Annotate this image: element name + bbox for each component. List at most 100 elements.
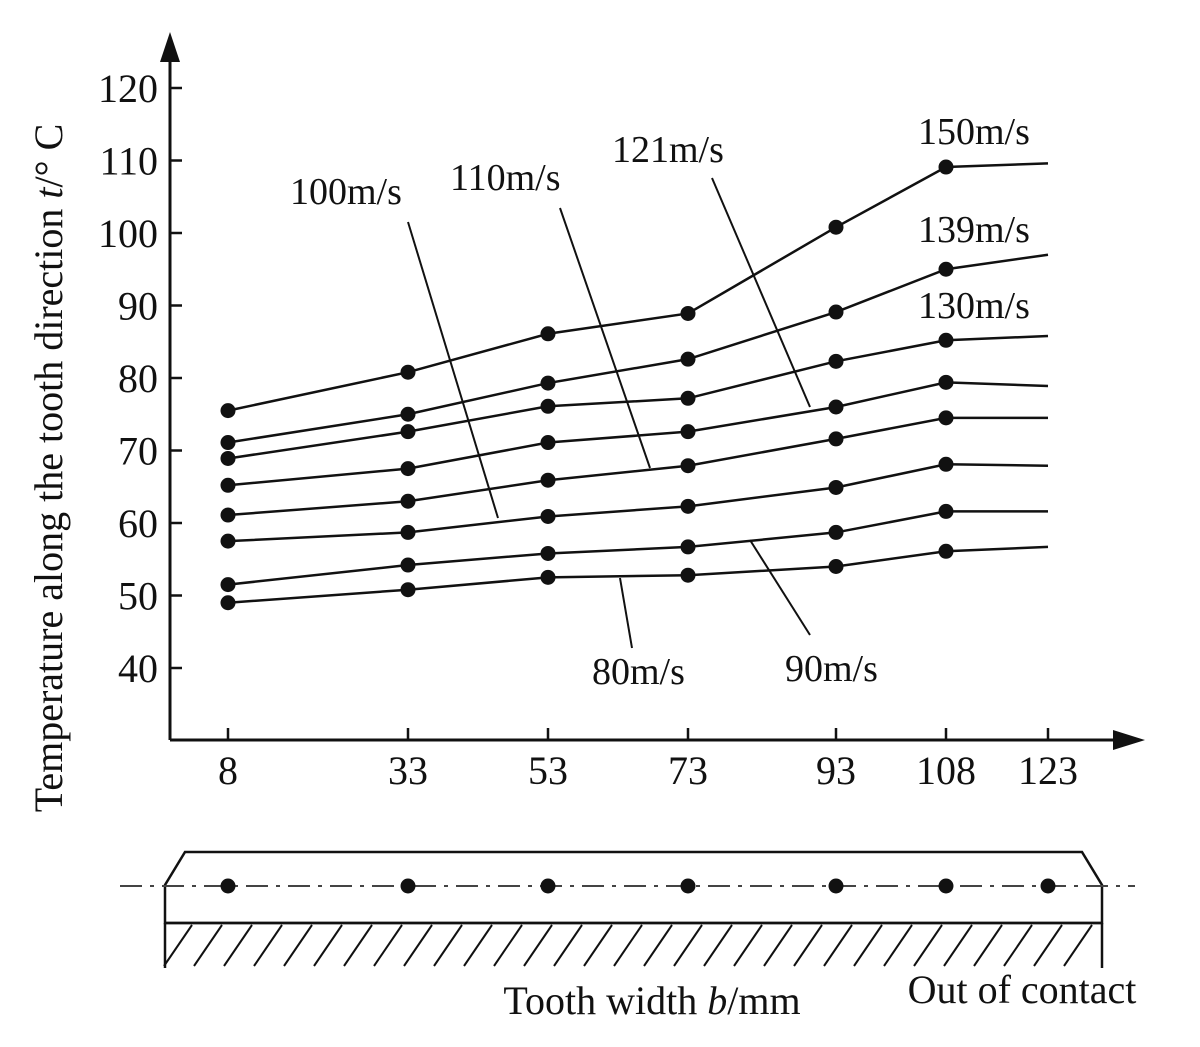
data-point bbox=[680, 305, 696, 321]
series-line bbox=[227, 510, 1048, 586]
series-label: 100m/s bbox=[290, 171, 402, 213]
hatch-line bbox=[973, 924, 1003, 967]
hatch-line bbox=[1003, 924, 1033, 967]
hatch-line bbox=[673, 924, 703, 967]
y-axis-arrow-icon bbox=[160, 32, 180, 62]
hatch-line bbox=[853, 924, 883, 967]
series-80m/s bbox=[220, 543, 1049, 611]
data-point bbox=[400, 524, 416, 540]
series-label: 110m/s bbox=[450, 157, 561, 199]
data-point bbox=[540, 508, 556, 524]
data-point bbox=[828, 219, 844, 235]
data-point bbox=[828, 479, 844, 495]
measurement-point bbox=[680, 878, 696, 894]
series-line bbox=[227, 253, 1049, 444]
data-point bbox=[400, 493, 416, 509]
series-90m/s bbox=[220, 503, 1048, 593]
data-point bbox=[680, 539, 696, 555]
y-axis-title: Temperature along the tooth direction t/… bbox=[26, 124, 71, 813]
hatch-line bbox=[733, 924, 763, 967]
hatch-line bbox=[793, 924, 823, 967]
data-point bbox=[938, 543, 954, 559]
data-point bbox=[540, 545, 556, 561]
hatch-line bbox=[223, 924, 253, 967]
out-of-contact-label: Out of contact bbox=[908, 967, 1137, 1012]
x-ticks: 8 33 53 73 93 108 123 bbox=[218, 728, 1078, 793]
hatch-line bbox=[283, 924, 313, 967]
hatch-line bbox=[343, 924, 373, 967]
series-139m/s bbox=[220, 253, 1049, 451]
x-tick-label: 123 bbox=[1018, 748, 1078, 793]
data-point bbox=[220, 507, 236, 523]
x-tick-label: 8 bbox=[218, 748, 238, 793]
x-axis-title-main: Tooth width bbox=[503, 978, 707, 1023]
data-point bbox=[220, 477, 236, 493]
x-axis-title-unit: /mm bbox=[727, 978, 800, 1023]
data-point bbox=[680, 458, 696, 474]
data-point bbox=[828, 399, 844, 415]
data-point bbox=[400, 406, 416, 422]
x-axis-title: Tooth width b/mm bbox=[503, 978, 800, 1023]
y-tick-label: 100 bbox=[98, 211, 158, 256]
y-axis-title-variable: t bbox=[26, 187, 71, 199]
hatch-line bbox=[373, 924, 403, 967]
x-tick-label: 53 bbox=[528, 748, 568, 793]
hatch-line bbox=[193, 924, 223, 967]
data-point bbox=[540, 569, 556, 585]
data-point bbox=[938, 159, 954, 175]
hatch-line bbox=[1063, 924, 1093, 967]
data-point bbox=[400, 424, 416, 440]
data-point bbox=[828, 524, 844, 540]
series-130m/s bbox=[220, 332, 1049, 466]
axes bbox=[168, 60, 1120, 742]
series-label: 139m/s bbox=[918, 209, 1030, 251]
hatch-line bbox=[883, 924, 913, 967]
y-tick-label: 60 bbox=[118, 501, 158, 546]
x-tick-label: 108 bbox=[916, 748, 976, 793]
series-label: 80m/s bbox=[592, 651, 685, 693]
y-tick-label: 70 bbox=[118, 429, 158, 474]
series-label: 90m/s bbox=[785, 648, 878, 690]
hatch-line bbox=[763, 924, 793, 967]
data-point bbox=[828, 559, 844, 574]
tooth-outline bbox=[163, 850, 1104, 925]
data-point bbox=[400, 461, 416, 477]
hatch-line bbox=[493, 924, 523, 967]
y-axis-title-unit: /° C bbox=[26, 124, 71, 188]
hatch-line bbox=[163, 924, 193, 967]
series-line bbox=[227, 545, 1049, 604]
tooth-hatching bbox=[163, 924, 1093, 967]
leader-lines bbox=[407, 177, 811, 649]
data-point bbox=[938, 332, 954, 348]
hatch-line bbox=[703, 924, 733, 967]
data-point bbox=[540, 375, 556, 391]
data-point bbox=[938, 456, 954, 472]
data-point bbox=[680, 567, 696, 583]
hatch-line bbox=[463, 924, 493, 967]
x-axis-title-variable: b bbox=[707, 978, 727, 1023]
leader-line bbox=[711, 177, 811, 408]
series-100m/s bbox=[220, 456, 1049, 549]
data-point bbox=[540, 398, 556, 414]
series-121m/s bbox=[220, 374, 1049, 493]
y-tick-label: 90 bbox=[118, 284, 158, 329]
data-point bbox=[680, 390, 696, 406]
data-point bbox=[828, 304, 844, 320]
data-point bbox=[220, 577, 236, 593]
hatch-line bbox=[433, 924, 463, 967]
y-axis-title-main: Temperature along the tooth direction bbox=[26, 199, 71, 813]
data-point bbox=[828, 431, 844, 447]
series-lines bbox=[220, 159, 1049, 611]
hatch-line bbox=[823, 924, 853, 967]
data-point bbox=[680, 424, 696, 440]
x-tick-label: 33 bbox=[388, 748, 428, 793]
hatch-line bbox=[583, 924, 613, 967]
hatch-line bbox=[253, 924, 283, 967]
hatch-line bbox=[613, 924, 643, 967]
data-point bbox=[220, 450, 236, 466]
measurement-point bbox=[1040, 878, 1056, 894]
measurement-point bbox=[220, 878, 236, 894]
data-point bbox=[400, 557, 416, 573]
series-label: 121m/s bbox=[612, 129, 724, 171]
